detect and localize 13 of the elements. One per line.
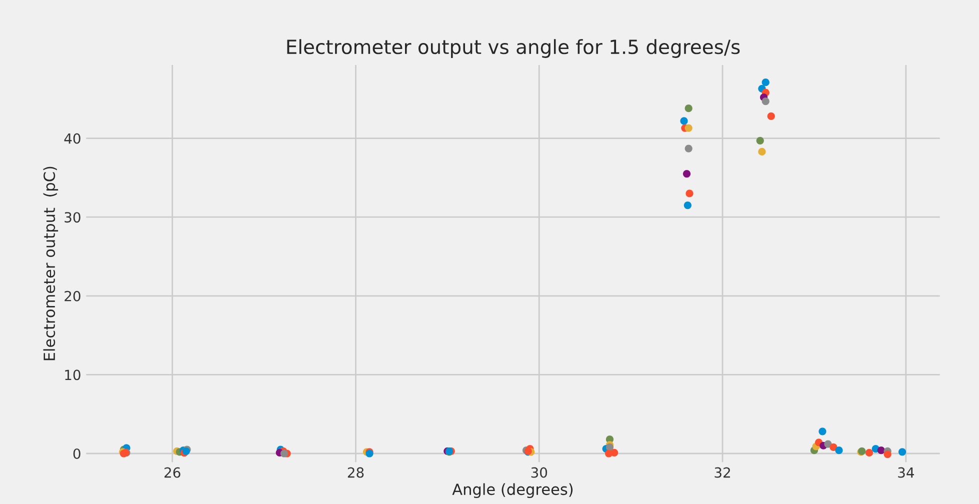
y-tick-label: 0 [73, 448, 80, 459]
x-tick-label: 26 [164, 467, 180, 478]
x-axis-title: Angle (degrees) [452, 483, 573, 498]
x-tick-label: 30 [531, 467, 548, 478]
x-tick-label: 32 [714, 467, 730, 478]
chart-title: Electrometer output vs angle for 1.5 degrees/s [287, 39, 740, 58]
x-tick-label: 34 [898, 467, 914, 478]
y-tick-label: 10 [65, 370, 80, 380]
x-tick-label: 28 [348, 467, 364, 478]
y-tick-label: 40 [64, 133, 80, 144]
y-tick-label: 20 [64, 290, 80, 302]
y-axis-title: Electrometer output (pC) [43, 166, 58, 360]
y-tick-label: 30 [64, 212, 80, 223]
